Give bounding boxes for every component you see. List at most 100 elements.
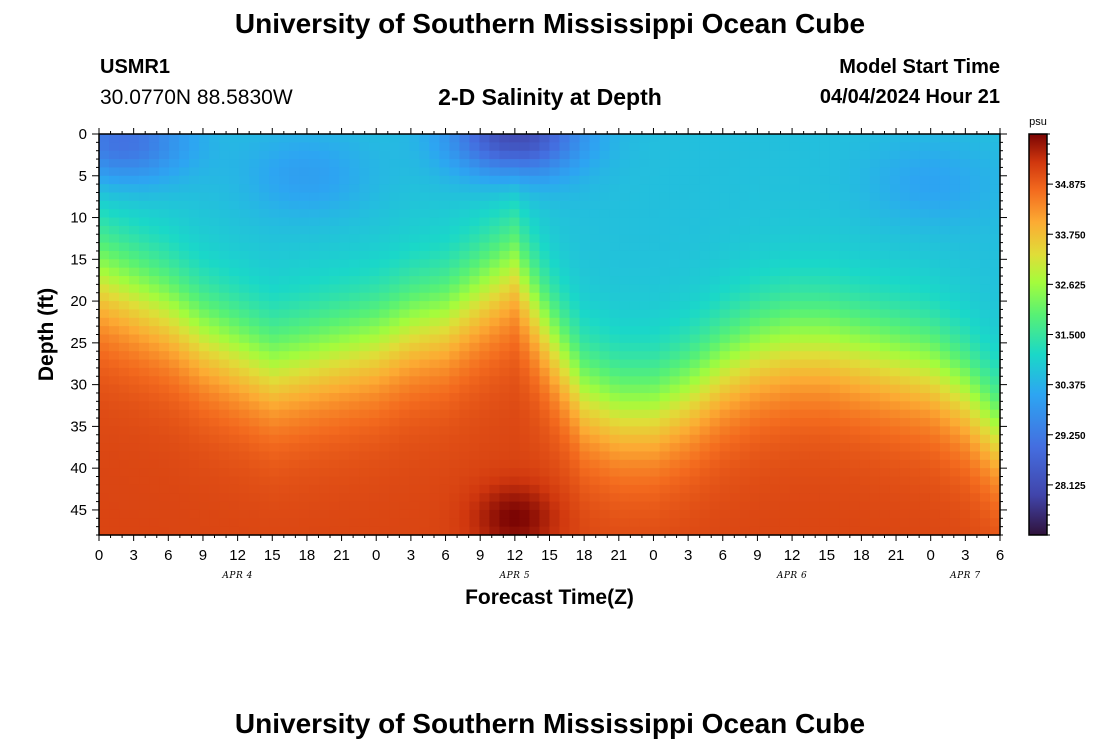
heatmap-cell xyxy=(249,225,260,235)
heatmap-cell xyxy=(829,401,841,411)
heatmap-cell xyxy=(149,284,160,294)
heatmap-cell xyxy=(649,192,661,202)
heatmap-cell xyxy=(239,426,250,436)
heatmap-cell xyxy=(309,526,320,536)
heatmap-cell xyxy=(179,309,190,319)
heatmap-cell xyxy=(799,209,811,219)
heatmap-cell xyxy=(459,217,471,227)
heatmap-cell xyxy=(369,342,380,352)
heatmap-cell xyxy=(859,426,871,436)
heatmap-cell xyxy=(839,409,851,419)
heatmap-cell xyxy=(709,451,721,461)
heatmap-cell xyxy=(839,468,851,478)
heatmap-cell xyxy=(419,242,430,252)
heatmap-cell xyxy=(109,401,120,411)
heatmap-cell xyxy=(549,509,561,519)
heatmap-cell xyxy=(279,234,290,244)
heatmap-cell xyxy=(99,250,110,260)
heatmap-cell xyxy=(419,192,430,202)
heatmap-cell xyxy=(269,426,280,436)
heatmap-cell xyxy=(949,342,961,352)
heatmap-cell xyxy=(949,150,961,160)
heatmap-cell xyxy=(779,518,791,528)
heatmap-cell xyxy=(579,426,591,436)
heatmap-cell xyxy=(769,326,781,336)
heatmap-cell xyxy=(439,175,450,185)
heatmap-cell xyxy=(589,159,601,169)
heatmap-cell xyxy=(429,443,440,453)
heatmap-cell xyxy=(399,359,410,369)
heatmap-cell xyxy=(449,342,460,352)
heatmap-cell xyxy=(699,175,711,185)
heatmap-cell xyxy=(119,301,130,311)
heatmap-cell xyxy=(559,451,571,461)
heatmap-cell xyxy=(539,326,551,336)
heatmap-cell xyxy=(889,159,901,169)
heatmap-cell xyxy=(369,501,380,511)
heatmap-cell xyxy=(779,342,791,352)
heatmap-cell xyxy=(349,225,360,235)
heatmap-cell xyxy=(179,200,190,210)
heatmap-cell xyxy=(99,142,110,152)
heatmap-cell xyxy=(729,526,741,536)
heatmap-cell xyxy=(779,250,791,260)
heatmap-cell xyxy=(379,150,390,160)
heatmap-cell xyxy=(649,434,661,444)
heatmap-cell xyxy=(689,351,701,361)
heatmap-cell xyxy=(179,234,190,244)
heatmap-cell xyxy=(379,317,390,327)
heatmap-cell xyxy=(419,301,430,311)
heatmap-cell xyxy=(409,142,420,152)
heatmap-cell xyxy=(729,242,741,252)
heatmap-cell xyxy=(769,200,781,210)
heatmap-cell xyxy=(839,426,851,436)
heatmap-cell xyxy=(899,225,911,235)
heatmap-cell xyxy=(189,225,200,235)
heatmap-cell xyxy=(709,384,721,394)
heatmap-cell xyxy=(219,426,230,436)
heatmap-cell xyxy=(159,509,170,519)
heatmap-cell xyxy=(669,250,681,260)
heatmap-cell xyxy=(409,392,420,402)
heatmap-cell xyxy=(789,376,801,386)
heatmap-cell xyxy=(919,526,931,536)
heatmap-cell xyxy=(99,476,110,486)
heatmap-cell xyxy=(879,267,891,277)
heatmap-cell xyxy=(859,384,871,394)
heatmap-cell xyxy=(299,217,310,227)
heatmap-cell xyxy=(609,159,621,169)
y-axis-label: Depth (ft) xyxy=(35,288,58,381)
heatmap-cell xyxy=(449,209,460,219)
heatmap-cell xyxy=(279,225,290,235)
heatmap-cell xyxy=(949,401,961,411)
heatmap-cell xyxy=(539,276,551,285)
heatmap-cell xyxy=(259,267,270,277)
heatmap-cell xyxy=(479,167,491,177)
heatmap-cell xyxy=(579,392,591,402)
heatmap-cell xyxy=(939,468,951,478)
heatmap-cell xyxy=(899,401,911,411)
heatmap-cell xyxy=(689,509,701,519)
heatmap-cell xyxy=(809,384,821,394)
heatmap-cell xyxy=(929,150,941,160)
heatmap-cell xyxy=(209,409,220,419)
heatmap-cell xyxy=(989,501,1001,511)
heatmap-cell xyxy=(859,309,871,319)
heatmap-cell xyxy=(339,234,350,244)
heatmap-cell xyxy=(169,342,180,352)
heatmap-cell xyxy=(939,184,951,194)
heatmap-cell xyxy=(909,184,921,194)
heatmap-cell xyxy=(439,384,450,394)
heatmap-cell xyxy=(699,225,711,235)
heatmap-cell xyxy=(979,276,991,285)
heatmap-cell xyxy=(969,167,981,177)
heatmap-cell xyxy=(599,501,611,511)
heatmap-cell xyxy=(429,317,440,327)
heatmap-cell xyxy=(669,509,681,519)
heatmap-cell xyxy=(359,342,370,352)
heatmap-cell xyxy=(649,468,661,478)
heatmap-cell xyxy=(249,459,260,469)
heatmap-cell xyxy=(459,225,471,235)
heatmap-cell xyxy=(349,484,360,494)
heatmap-cell xyxy=(589,167,601,177)
